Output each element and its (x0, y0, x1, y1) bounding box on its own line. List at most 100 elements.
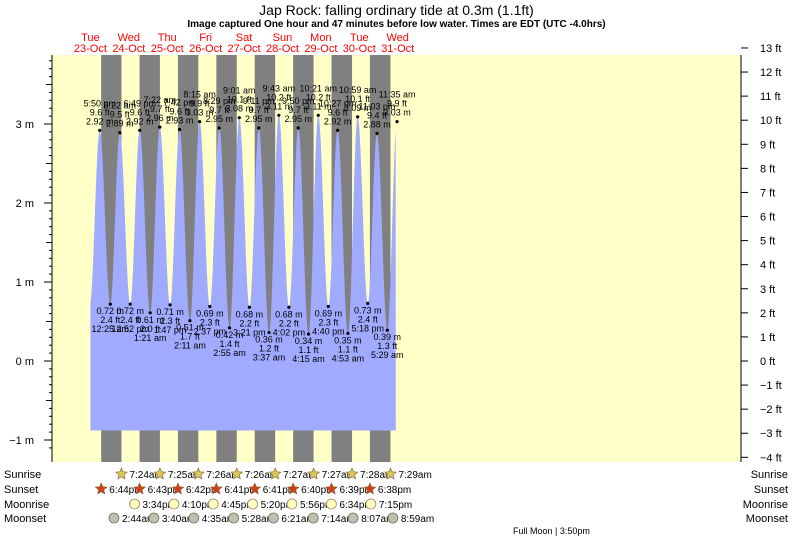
high-tide-point (198, 120, 202, 124)
high-tide-point (138, 128, 142, 132)
low-tide-point (188, 319, 192, 323)
moonrise-time: 4:45pm (221, 500, 254, 511)
high-tide-ft: 9.4 ft (367, 110, 388, 120)
low-tide-ft: 1.4 ft (220, 339, 241, 349)
sunrise-icon (191, 467, 205, 480)
high-tide-point (395, 120, 399, 124)
right-axis-tick-label: 10 ft (760, 115, 781, 127)
moonset-time: 8:07am (361, 514, 394, 525)
high-tide-m: 2.88 m (363, 119, 391, 129)
sunset-icon (363, 482, 377, 495)
right-axis-tick-label: 2 ft (760, 308, 775, 320)
day-of-week-label: Tue (81, 32, 100, 44)
high-tide-point (257, 126, 261, 130)
low-tide-ft: 2.4 ft (120, 315, 141, 325)
low-tide-m: 0.61 m (136, 315, 164, 325)
sunrise-time: 7:26am (206, 470, 239, 481)
high-tide-ft: 9.6 ft (130, 107, 151, 117)
low-tide-time: 5:18 pm (352, 323, 385, 333)
high-tide-ft: 9.9 ft (387, 99, 408, 109)
low-tide-point (287, 305, 291, 309)
low-tide-m: 0.51 m (176, 323, 204, 333)
sunrise-time: 7:25am (168, 470, 201, 481)
high-tide-ft: 9.6 ft (170, 107, 191, 117)
high-tide-m: 2.96 m (146, 113, 174, 123)
low-tide-m: 0.68 m (275, 309, 303, 319)
low-tide-time: 5:29 am (371, 350, 404, 360)
high-tide-ft: 10.1 ft (345, 94, 371, 104)
low-tide-time: 4:53 am (332, 353, 365, 363)
low-tide-m: 0.69 m (315, 308, 343, 318)
moonset-row-label-right: Moonset (746, 513, 788, 525)
daylight-band (390, 55, 741, 462)
moonset-time: 4:35am (202, 514, 235, 525)
low-tide-m: 0.71 m (156, 307, 184, 317)
day-of-week-label: Wed (386, 32, 408, 44)
right-axis-tick-label: 6 ft (760, 212, 775, 224)
sunset-icon (133, 482, 147, 495)
high-tide-m: 3.09 m (344, 103, 372, 113)
right-axis-tick-label: −2 ft (760, 404, 782, 416)
high-tide-ft: 9.5 ft (110, 110, 131, 120)
day-of-week-label: Sun (273, 32, 293, 44)
right-axis-tick-label: 3 ft (760, 284, 775, 296)
date-label: 23-Oct (74, 43, 107, 55)
high-tide-time: 11:35 am (379, 90, 416, 100)
low-tide-time: 1:21 am (134, 333, 167, 343)
low-tide-m: 0.72 m (116, 306, 144, 316)
sunset-time: 6:40pm (301, 485, 334, 496)
right-axis-tick-label: −3 ft (760, 428, 782, 440)
low-tide-ft: 2.3 ft (160, 316, 181, 326)
chart-subtitle: Image captured One hour and 47 minutes b… (187, 19, 605, 30)
low-tide-point (366, 301, 370, 305)
day-of-week-label: Wed (118, 32, 140, 44)
low-tide-time: 2:55 am (213, 348, 246, 358)
high-tide-ft: 10.2 ft (306, 92, 332, 102)
low-tide-point (168, 303, 172, 307)
low-tide-ft: 2.0 ft (140, 324, 161, 334)
sunrise-time: 7:26am (245, 470, 278, 481)
high-tide-m: 3.08 m (226, 104, 254, 114)
right-axis-tick-label: 11 ft (760, 91, 781, 103)
left-axis-tick-label: 2 m (16, 198, 34, 210)
sunset-time: 6:39pm (340, 485, 373, 496)
high-tide-point (336, 128, 340, 132)
high-tide-m: 2.92 m (324, 116, 352, 126)
moonrise-row-label-right: Moonrise (743, 499, 788, 511)
sunrise-row-label: Sunrise (4, 469, 41, 481)
sunrise-time: 7:27am (322, 470, 355, 481)
high-tide-ft: 9.7 ft (150, 104, 171, 114)
date-label: 24-Oct (112, 43, 145, 55)
moonrise-icon (286, 498, 298, 510)
low-tide-m: 0.72 m (97, 306, 125, 316)
low-tide-point (326, 304, 330, 309)
moonrise-icon (325, 498, 337, 510)
high-tide-point (296, 126, 300, 130)
right-axis-tick-label: 1 ft (760, 332, 775, 344)
sunset-time: 6:42pm (186, 485, 219, 496)
day-of-week-label: Mon (310, 32, 331, 44)
date-label: 29-Oct (304, 43, 337, 55)
high-tide-time: 7:42 pm (163, 98, 196, 108)
high-tide-ft: 9.7 ft (288, 105, 309, 115)
high-tide-ft: 9.6 ft (90, 107, 111, 117)
high-tide-point (177, 127, 182, 132)
high-tide-m: 2.89 m (106, 119, 134, 129)
moonset-icon (387, 512, 399, 524)
moonrise-icon (129, 498, 140, 510)
moonset-time: 3:40am (162, 514, 195, 525)
left-axis-tick-label: 1 m (16, 277, 34, 289)
date-label: 26-Oct (189, 43, 222, 55)
low-tide-ft: 2.3 ft (318, 317, 339, 327)
low-tide-point (208, 304, 212, 309)
moonrise-icon (168, 498, 180, 510)
high-tide-time: 6:49 pm (123, 98, 156, 108)
date-label: 31-Oct (381, 43, 414, 55)
moonset-icon (228, 512, 240, 524)
sunset-icon (286, 482, 300, 495)
sunrise-icon (115, 467, 128, 480)
high-tide-time: 10:21 am (299, 83, 337, 93)
moonset-icon (268, 512, 279, 524)
high-tide-point (316, 113, 320, 117)
high-tide-m: 3.03 m (383, 108, 411, 118)
